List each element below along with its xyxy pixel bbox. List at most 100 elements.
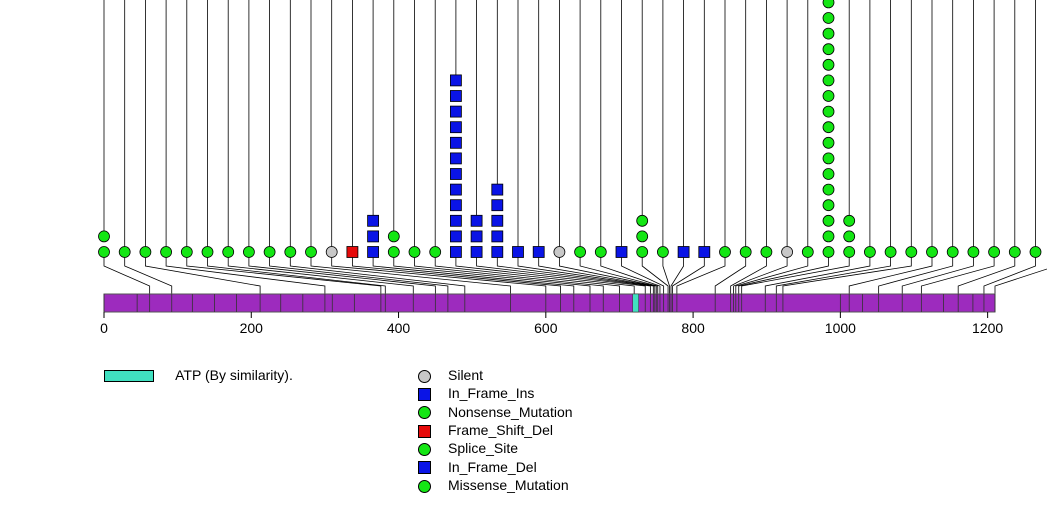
marker-silent xyxy=(325,246,338,258)
mutation-stem xyxy=(393,252,591,294)
marker-missense xyxy=(822,58,835,71)
mutation-stem xyxy=(434,252,620,294)
marker-in-frame xyxy=(449,230,462,243)
marker-missense xyxy=(884,246,897,258)
legend-label: Missense_Mutation xyxy=(448,476,569,493)
marker-missense xyxy=(739,246,752,258)
x-axis-tick-label: 1000 xyxy=(825,320,856,336)
mutation-stem xyxy=(764,252,871,294)
legend-entry: Splice_Site xyxy=(418,440,518,456)
mutation-stem xyxy=(733,252,788,294)
marker-missense xyxy=(843,214,856,227)
x-axis-tick-label: 0 xyxy=(100,320,108,336)
mutation-stem xyxy=(662,252,670,294)
marker-missense xyxy=(946,246,959,258)
x-axis-tick-label: 200 xyxy=(240,320,264,336)
mutation-stem xyxy=(455,252,635,294)
legend-marker-square xyxy=(418,388,431,402)
mutation-stem xyxy=(775,252,891,294)
marker-in-frame xyxy=(470,230,483,243)
legend-entry: Missense_Mutation xyxy=(418,477,569,493)
marker-in-frame xyxy=(512,246,524,258)
mutation-stem xyxy=(901,252,974,294)
marker-missense xyxy=(822,12,835,24)
marker-missense xyxy=(139,246,152,258)
mutation-stem xyxy=(103,252,151,294)
marker-missense xyxy=(801,246,814,258)
marker-missense xyxy=(843,230,856,243)
marker-missense xyxy=(719,246,731,258)
legend-label: In_Frame_Del xyxy=(448,458,537,475)
marker-missense xyxy=(926,246,938,258)
marker-in-frame xyxy=(532,246,545,258)
mutation-stem xyxy=(730,252,767,294)
marker-missense xyxy=(242,246,255,258)
mutation-stem xyxy=(227,252,414,294)
marker-missense xyxy=(864,246,876,258)
mutation-stem xyxy=(738,252,829,294)
marker-in-frame xyxy=(449,214,462,227)
mutation-stem xyxy=(735,252,809,294)
mutation-stem xyxy=(782,252,912,294)
marker-missense xyxy=(822,168,835,180)
marker-in-frame xyxy=(449,105,462,118)
marker-missense xyxy=(988,246,1000,258)
marker-missense xyxy=(822,246,835,258)
x-axis-tick-label: 800 xyxy=(681,320,705,336)
marker-missense xyxy=(263,246,276,258)
x-axis-tick-label: 600 xyxy=(534,320,558,336)
marker-missense xyxy=(284,246,297,258)
mutation-stem xyxy=(351,252,561,294)
mutation-stem xyxy=(165,252,326,294)
mutation-stem xyxy=(124,252,173,294)
marker-missense xyxy=(429,246,442,258)
x-axis-tick-label: 400 xyxy=(387,320,411,336)
marker-in-frame xyxy=(491,230,504,243)
marker-missense xyxy=(760,246,773,258)
marker-missense xyxy=(822,74,835,87)
marker-in-frame xyxy=(449,90,462,102)
marker-missense xyxy=(822,43,835,56)
legend-marker-circle xyxy=(418,479,431,493)
marker-missense xyxy=(636,214,649,227)
mutation-stem xyxy=(621,252,665,294)
marker-missense xyxy=(387,230,400,243)
mutation-stem xyxy=(957,252,1016,294)
marker-missense xyxy=(822,152,835,165)
legend-domain-label: ATP (By similarity). xyxy=(175,367,293,383)
marker-missense xyxy=(822,105,835,118)
marker-in-frame xyxy=(367,214,380,227)
legend-marker-square xyxy=(418,424,431,438)
marker-missense xyxy=(822,214,835,227)
x-axis-tick-label: 1200 xyxy=(972,320,1003,336)
marker-missense xyxy=(1008,246,1021,258)
marker-in-frame xyxy=(367,246,380,258)
mutation-stem xyxy=(186,252,382,294)
marker-in-frame xyxy=(449,136,462,149)
mutation-stem xyxy=(496,252,651,294)
legend-label: Silent xyxy=(448,367,484,383)
marker-frame-shift-del xyxy=(346,246,359,258)
legend-marker-circle xyxy=(418,442,431,456)
marker-missense xyxy=(657,246,669,258)
marker-missense xyxy=(1029,246,1042,258)
marker-in-frame xyxy=(470,246,483,258)
marker-in-frame xyxy=(677,246,690,258)
mutation-stem xyxy=(414,252,604,294)
marker-in-frame xyxy=(615,246,628,258)
protein-bar xyxy=(103,293,996,313)
legend-marker-circle xyxy=(418,406,431,420)
mutation-stem xyxy=(538,252,656,294)
marker-missense xyxy=(822,90,835,102)
mutation-stem xyxy=(983,252,1036,294)
mutation-markers xyxy=(98,0,1042,258)
legend-entry: In_Frame_Del xyxy=(418,459,537,475)
marker-in-frame xyxy=(449,121,462,134)
mutation-stem xyxy=(676,252,726,294)
mutation-stem xyxy=(269,252,449,294)
marker-in-frame xyxy=(449,152,462,165)
legend-label: Nonsense_Mutation xyxy=(448,403,573,420)
marker-missense xyxy=(305,246,317,258)
mutation-stem xyxy=(600,252,661,294)
